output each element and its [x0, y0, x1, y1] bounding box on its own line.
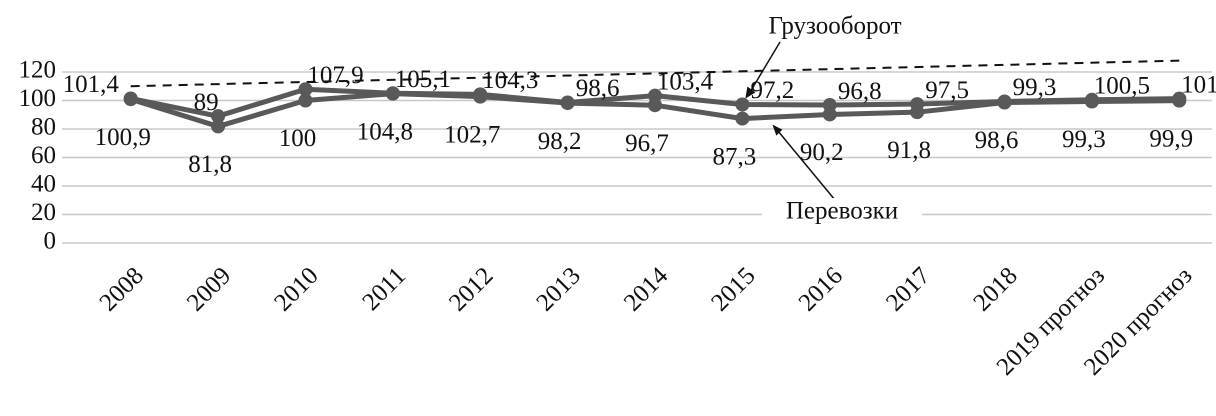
series-label: Грузооборот: [768, 13, 901, 40]
x-tick-label: 2014: [619, 262, 674, 317]
y-tick-label: 40: [31, 171, 56, 198]
data-label: 102,7: [444, 121, 500, 148]
data-label: 101,4: [63, 71, 120, 98]
y-tick-label: 80: [31, 114, 56, 141]
point: [211, 119, 226, 134]
data-label: 101,3: [1181, 71, 1216, 98]
x-tick-label: 2010: [269, 262, 323, 316]
x-tick-label: 2012: [444, 262, 498, 316]
x-tick-label: 2008: [95, 262, 149, 316]
point: [735, 111, 750, 126]
y-tick-label: 120: [19, 57, 57, 84]
data-label: 96,7: [625, 130, 669, 157]
data-label: 97,2: [751, 77, 795, 104]
data-label: 99,3: [1062, 126, 1106, 153]
data-label: 98,2: [538, 128, 582, 155]
data-label: 81,8: [188, 151, 232, 178]
x-tick-label: 2013: [531, 262, 585, 316]
point: [385, 86, 400, 101]
y-tick-label: 20: [31, 199, 56, 226]
point: [560, 96, 575, 111]
point: [473, 89, 488, 104]
data-label: 103,4: [657, 68, 714, 95]
data-label: 91,8: [887, 137, 931, 164]
data-label: 98,6: [975, 127, 1019, 154]
point: [822, 107, 837, 122]
point: [1084, 94, 1099, 109]
data-label: 99,3: [1013, 74, 1057, 101]
data-label: 107,9: [307, 62, 363, 89]
data-label: 99,9: [1149, 125, 1193, 152]
x-tick-label: 2017: [881, 262, 935, 316]
data-label: 87,3: [713, 143, 757, 170]
point: [997, 95, 1012, 110]
data-label: 97,5: [925, 77, 969, 104]
data-label: 100,5: [1094, 73, 1150, 100]
arrow-head: [745, 86, 756, 99]
data-label: 89: [194, 89, 219, 116]
point: [298, 82, 313, 97]
y-tick-label: 100: [19, 85, 57, 112]
arrow-head: [772, 124, 783, 136]
point: [123, 92, 138, 107]
label-bg: [762, 198, 922, 228]
point: [1172, 93, 1187, 108]
annotation-arrow: [773, 126, 836, 201]
x-tick-label: 2011: [357, 262, 411, 316]
x-tick-label: 2009: [182, 262, 236, 316]
point: [648, 98, 662, 113]
x-tick-label: 2015: [706, 262, 760, 316]
data-label: 98,6: [576, 75, 620, 102]
y-tick-label: 60: [31, 142, 56, 169]
point: [735, 97, 750, 112]
data-label: 100,9: [95, 124, 151, 151]
annotation-arrow: [746, 41, 781, 97]
point: [298, 93, 313, 108]
data-label: 100: [279, 125, 317, 152]
data-label: 96,8: [838, 78, 882, 105]
data-label: 104,3: [482, 67, 538, 94]
point: [211, 109, 226, 124]
x-tick-label: 2016: [794, 262, 848, 316]
x-tick-label: 2018: [968, 262, 1022, 316]
data-label: 90,2: [800, 139, 844, 166]
series-label: Перевозки: [786, 198, 898, 225]
data-label: 105,1: [395, 66, 451, 93]
data-label: 104,8: [357, 118, 413, 145]
point: [910, 105, 925, 120]
y-tick-label: 0: [44, 228, 57, 255]
